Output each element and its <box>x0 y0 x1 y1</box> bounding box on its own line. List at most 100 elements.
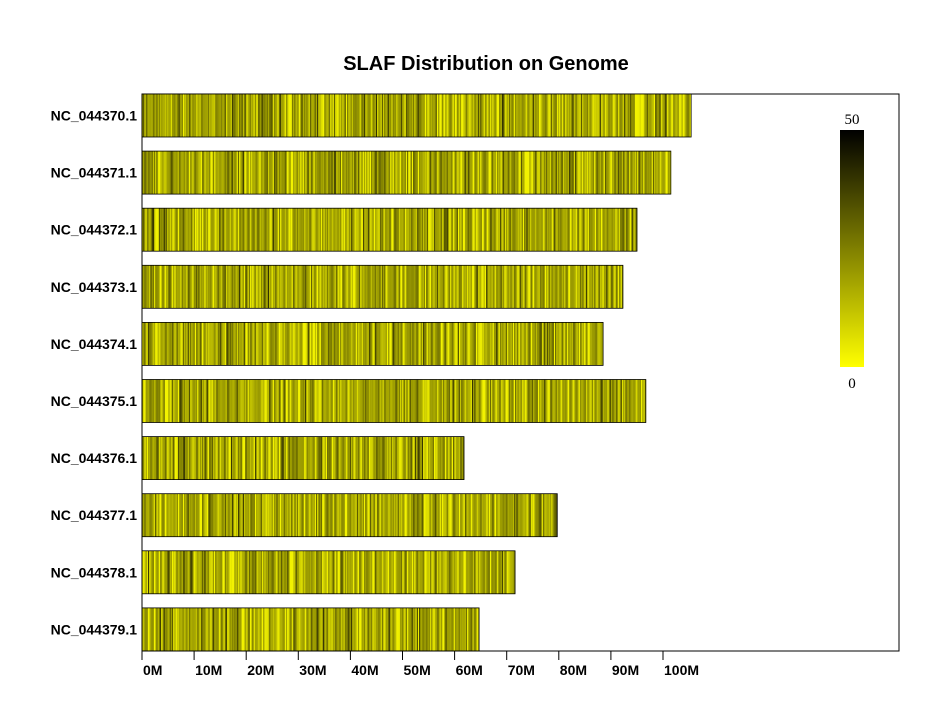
density-bin <box>414 208 417 252</box>
density-bin <box>167 151 169 195</box>
density-bin <box>632 151 634 195</box>
density-bin <box>414 322 417 366</box>
density-bin <box>274 322 276 366</box>
density-bin <box>151 208 154 252</box>
density-bin <box>299 208 301 252</box>
density-bin <box>210 208 212 252</box>
density-bin <box>312 151 314 195</box>
density-bin <box>443 265 445 309</box>
density-bin <box>323 208 325 252</box>
density-bin <box>306 322 309 366</box>
density-bin <box>227 151 229 195</box>
density-bin <box>421 550 423 594</box>
density-bin <box>390 550 392 594</box>
density-bin <box>602 151 604 195</box>
density-bin <box>443 607 445 651</box>
chromosome-bar <box>141 436 465 481</box>
density-bin <box>293 208 295 252</box>
density-bin <box>561 322 563 366</box>
density-bin <box>505 94 507 137</box>
density-bin <box>423 265 426 309</box>
density-bin <box>477 265 480 309</box>
density-bin <box>283 550 286 594</box>
density-bin <box>438 94 440 137</box>
density-bin <box>372 94 374 137</box>
density-bin <box>217 379 220 423</box>
chromosome-bar <box>141 379 647 423</box>
density-bin <box>463 151 465 195</box>
density-bin <box>493 550 495 594</box>
density-bin <box>307 322 310 366</box>
density-bin <box>447 607 450 651</box>
density-bin <box>485 493 487 537</box>
density-bin <box>202 436 204 480</box>
density-bin <box>293 550 295 594</box>
density-bin <box>192 265 194 309</box>
density-bin <box>355 379 358 423</box>
density-bin <box>377 550 379 594</box>
density-bin <box>371 436 373 480</box>
density-bin <box>439 379 441 423</box>
density-bin <box>446 607 449 651</box>
density-bin <box>375 436 377 480</box>
density-bin <box>235 607 238 651</box>
density-bin <box>358 493 360 537</box>
density-bin <box>617 379 619 423</box>
density-bin <box>326 265 329 309</box>
density-bin <box>221 322 223 366</box>
density-bin <box>228 493 230 537</box>
density-bin <box>569 322 571 366</box>
density-bin <box>157 151 160 195</box>
density-bin <box>230 379 233 423</box>
density-bin <box>156 607 158 651</box>
density-bin <box>230 436 233 480</box>
density-bin <box>563 379 565 423</box>
density-bin <box>275 607 277 651</box>
density-bin <box>350 379 353 423</box>
density-bin <box>378 379 380 423</box>
density-bin <box>332 493 335 537</box>
density-bin <box>273 607 276 651</box>
density-bin <box>603 208 605 252</box>
density-bin <box>459 208 461 252</box>
density-bin <box>372 493 374 537</box>
density-bin <box>220 208 222 252</box>
density-bin <box>437 436 440 480</box>
density-bin <box>609 208 611 252</box>
density-bin <box>402 436 405 480</box>
density-bin <box>599 208 602 252</box>
density-bin <box>588 208 591 252</box>
density-bin <box>408 436 411 480</box>
density-bin <box>366 265 368 309</box>
density-bin <box>162 493 164 537</box>
density-bin <box>312 208 315 252</box>
density-bin <box>555 379 558 423</box>
density-bin <box>303 607 306 651</box>
density-bin <box>634 94 637 137</box>
density-bin <box>649 94 651 137</box>
density-bin <box>552 208 555 252</box>
density-bin <box>203 379 205 423</box>
density-bin <box>145 493 148 537</box>
density-bin <box>366 94 368 137</box>
density-bin <box>456 151 458 195</box>
density-bin <box>387 151 390 195</box>
density-bin <box>467 493 469 537</box>
density-bin <box>245 607 247 651</box>
density-bin <box>389 265 391 309</box>
density-bin <box>336 436 339 480</box>
density-bin <box>332 607 335 651</box>
density-bin <box>314 208 317 252</box>
density-bin <box>409 208 412 252</box>
density-bin <box>417 208 419 252</box>
density-bin <box>281 151 283 195</box>
density-bin <box>287 607 289 651</box>
density-bin <box>305 265 307 309</box>
density-bin <box>602 94 604 137</box>
density-bin <box>603 379 606 423</box>
density-bin <box>287 550 289 594</box>
density-bin <box>264 436 267 480</box>
density-bin <box>204 436 206 480</box>
density-bin <box>353 607 355 651</box>
density-bin <box>473 550 475 594</box>
